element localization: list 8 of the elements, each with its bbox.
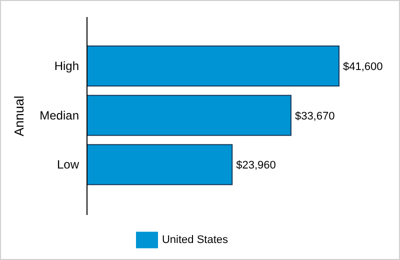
y-tick-label: Median bbox=[40, 108, 79, 122]
data-label: $23,960 bbox=[236, 160, 276, 172]
legend-label: United States bbox=[162, 234, 228, 246]
data-label: $33,670 bbox=[294, 110, 335, 122]
y-tick-label: Low bbox=[56, 158, 80, 172]
y-axis-title: Annual bbox=[12, 96, 27, 136]
data-label: $41,600 bbox=[343, 61, 383, 73]
y-tick-label: High bbox=[54, 58, 79, 73]
